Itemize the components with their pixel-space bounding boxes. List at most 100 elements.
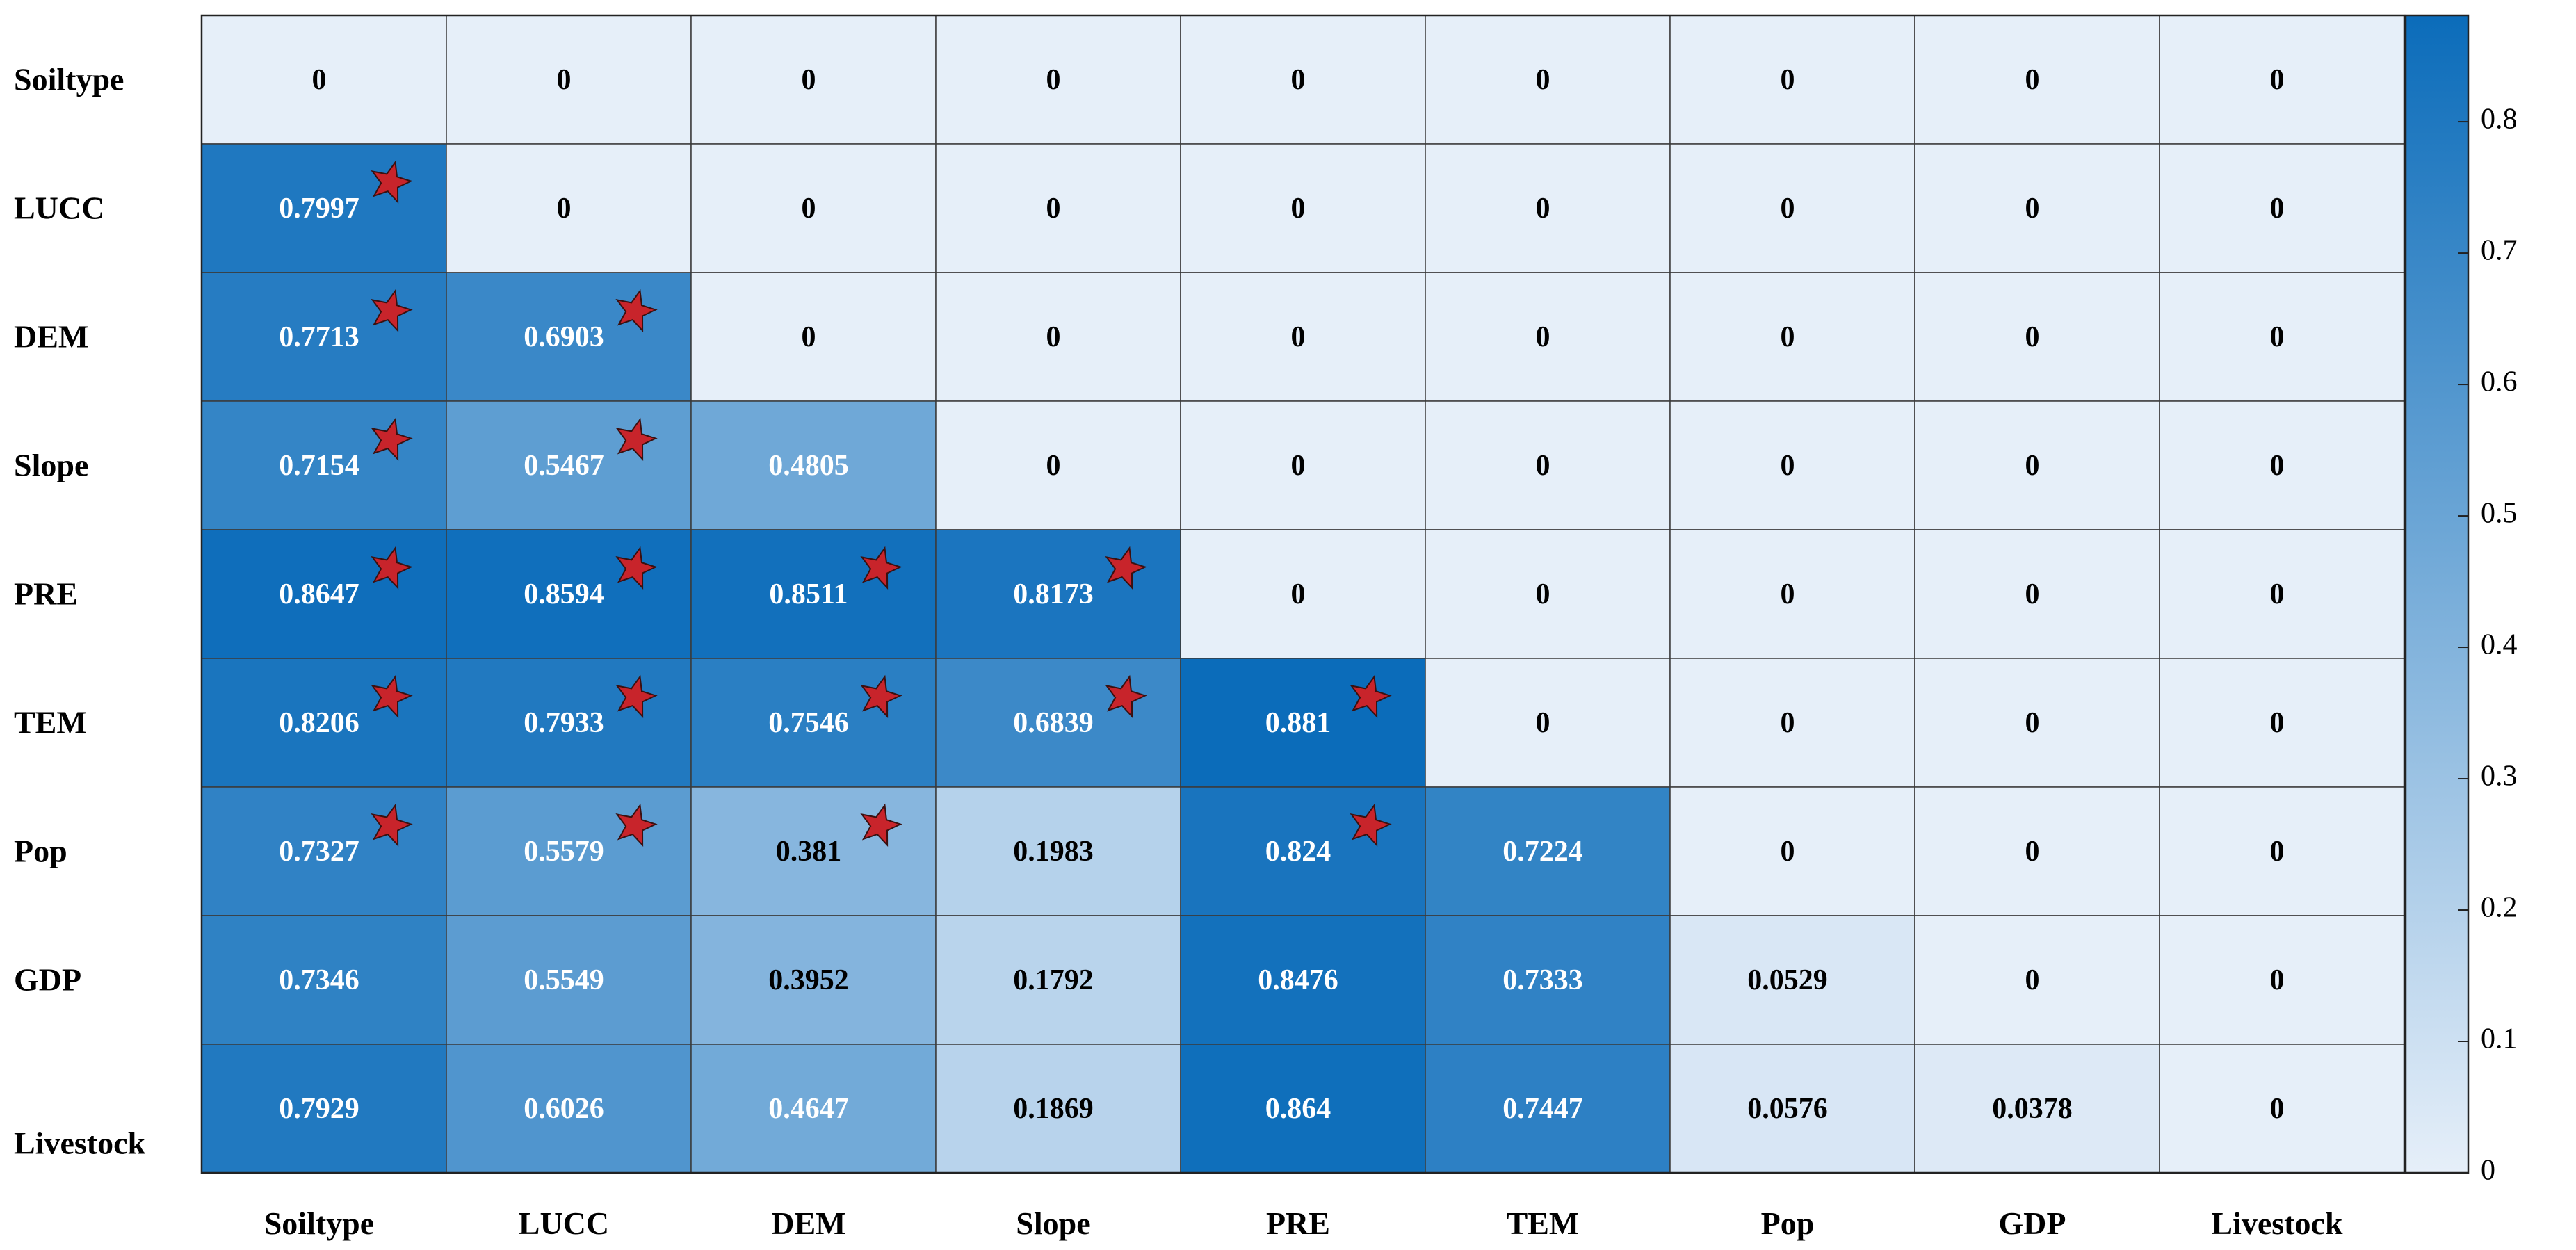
- row-label: LUCC: [14, 190, 104, 225]
- cell-value-label: 0: [311, 64, 326, 96]
- heatmap-cell: [446, 272, 692, 402]
- cell-value-label: 0.8594: [524, 578, 604, 610]
- cell-value-label: 0.0576: [1747, 1093, 1828, 1125]
- significance-star-icon: [371, 803, 413, 847]
- cell-value-label: 0.8173: [1013, 578, 1094, 610]
- row-label: PRE: [14, 576, 78, 611]
- cell-value-label: 0: [1290, 578, 1305, 610]
- heatmap-cell: [2159, 1044, 2405, 1174]
- heatmap-cell: [201, 915, 447, 1045]
- cell-value-label: 0: [1290, 64, 1305, 96]
- column-labels: Soiltype LUCC DEM Slope PRE TEM Pop GDP Livestoc…: [264, 1206, 2343, 1241]
- heatmap-cell: [2159, 143, 2405, 273]
- heatmap-cell: [935, 658, 1181, 788]
- heatmap-border: [200, 14, 2406, 1174]
- cell-value-label: 0: [801, 193, 816, 225]
- cell-value-label: 0: [2269, 836, 2284, 868]
- cell-value-label: 0.5579: [524, 836, 604, 868]
- heatmap-cell: [1425, 1044, 1671, 1174]
- heatmap-cell: [446, 400, 692, 530]
- colorbar-gradient: [2404, 14, 2470, 1174]
- heatmap-cell: [1180, 272, 1426, 402]
- heatmap-cell: [1669, 143, 1915, 273]
- cell-value-label: 0.381: [776, 836, 842, 868]
- cell-value-label: 0.7546: [768, 707, 849, 739]
- significance-star-icon: [860, 546, 902, 590]
- cell-value-label: 0: [1290, 321, 1305, 353]
- cell-value-label: 0: [1290, 193, 1305, 225]
- heatmap-cell: [935, 272, 1181, 402]
- cell-value-label: 0: [1780, 193, 1795, 225]
- cell-value-label: 0: [1046, 321, 1060, 353]
- colorbar-tick-label: 0.2: [2481, 892, 2518, 924]
- heatmap-cell: [935, 915, 1181, 1045]
- heatmap-cell: [2159, 272, 2405, 402]
- column-label: Livestock: [2211, 1206, 2343, 1241]
- heatmap-cell: [1425, 15, 1671, 145]
- cell-value-label: 0.1792: [1013, 964, 1094, 996]
- heatmap-cell: [446, 1044, 692, 1174]
- significance-star-icon: [860, 674, 902, 718]
- heatmap-cell: [201, 143, 447, 273]
- heatmap-cell: [201, 658, 447, 788]
- cell-value-label: 0.1869: [1013, 1093, 1094, 1125]
- cell-value-label: 0: [1535, 321, 1550, 353]
- column-label: GDP: [1998, 1206, 2066, 1241]
- significance-star-icon: [1105, 546, 1147, 590]
- heatmap-cell: [2159, 658, 2405, 788]
- column-label: DEM: [771, 1206, 845, 1241]
- heatmap-cell: [1180, 915, 1426, 1045]
- heatmap-cell: [1669, 15, 1915, 145]
- heatmap-cell: [690, 915, 937, 1045]
- row-label: Slope: [14, 447, 88, 482]
- heatmap-cell: [935, 1044, 1181, 1174]
- significance-star-icon: [371, 160, 413, 204]
- heatmap-cell: [446, 15, 692, 145]
- heatmap-cell: [690, 1044, 937, 1174]
- heatmap-cell: [1914, 143, 2160, 273]
- colorbar-tick-label: 0.3: [2481, 761, 2518, 793]
- cell-value-label: 0: [1780, 578, 1795, 610]
- significance-star-icon: [371, 417, 413, 461]
- significance-star-icon: [371, 289, 413, 332]
- cell-value-label: 0: [2025, 964, 2039, 996]
- heatmap-cell: [1180, 143, 1426, 273]
- cell-value-label: 0.7154: [279, 450, 359, 482]
- cell-value-label: 0.7933: [524, 707, 604, 739]
- cell-value-label: 0: [801, 64, 816, 96]
- significance-star-icon: [860, 803, 902, 847]
- cell-value-label: 0.7327: [279, 836, 359, 868]
- cell-value-label: 0.8206: [279, 707, 359, 739]
- colorbar-tick-label: 0.4: [2481, 629, 2518, 661]
- column-label: LUCC: [519, 1206, 609, 1241]
- heatmap-cell: [1180, 15, 1426, 145]
- significance-markers: [371, 160, 1392, 847]
- heatmap-cell: [2159, 529, 2405, 659]
- significance-star-icon: [615, 674, 658, 718]
- heatmap-cell: [1914, 658, 2160, 788]
- cell-value-label: 0: [1046, 450, 1060, 482]
- cell-value-label: 0.6839: [1013, 707, 1094, 739]
- significance-star-icon: [1350, 674, 1392, 718]
- heatmap-cell: [201, 529, 447, 659]
- heatmap-cells: [200, 14, 2406, 1174]
- cell-value-label: 0.6903: [524, 321, 604, 353]
- cell-value-label: 0.0529: [1747, 964, 1828, 996]
- heatmap-cell: [1914, 529, 2160, 659]
- heatmap-cell: [1180, 658, 1426, 788]
- cell-value-label: 0: [2269, 964, 2284, 996]
- cell-value-label: 0.4647: [768, 1093, 849, 1125]
- column-label: PRE: [1266, 1206, 1330, 1241]
- cell-value-label: 0.1983: [1013, 836, 1094, 868]
- heatmap-cell: [935, 400, 1181, 530]
- cell-value-label: 0: [2025, 707, 2039, 739]
- significance-star-icon: [615, 289, 658, 332]
- colorbar-tick-label: 0.1: [2481, 1023, 2518, 1055]
- heatmap-cell: [1914, 400, 2160, 530]
- cell-value-label: 0: [1535, 450, 1550, 482]
- heatmap-cell: [690, 272, 937, 402]
- row-label: DEM: [14, 318, 88, 354]
- cell-value-label: 0.7929: [279, 1093, 359, 1125]
- cell-value-label: 0: [1046, 64, 1060, 96]
- cell-value-label: 0: [1535, 578, 1550, 610]
